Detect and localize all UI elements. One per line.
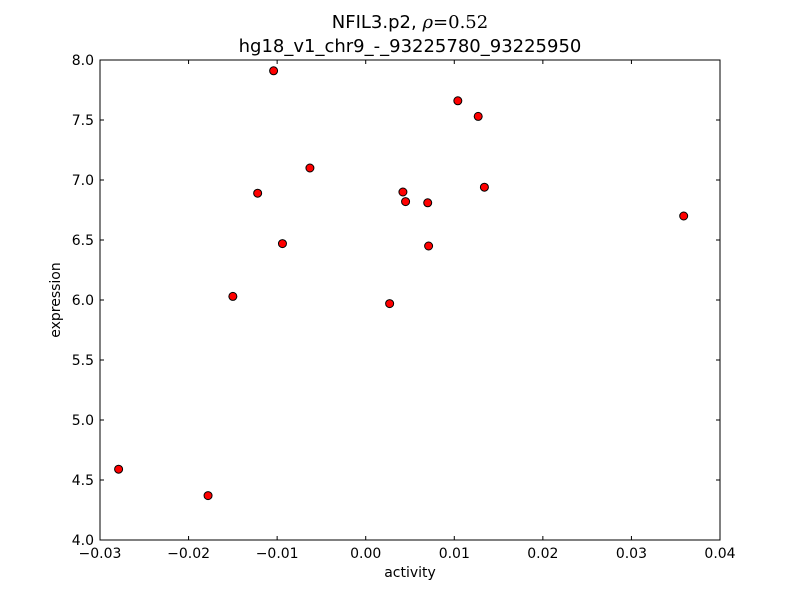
y-tick-label: 4.5 — [72, 473, 94, 489]
data-point — [453, 96, 463, 106]
data-point — [423, 198, 433, 208]
data-point — [114, 464, 124, 474]
chart-title: NFIL3.p2, ρ=0.52 — [100, 12, 720, 34]
y-tick-label: 5.5 — [72, 353, 94, 369]
x-axis-label: activity — [384, 565, 436, 581]
x-tick-label: −0.02 — [167, 546, 210, 562]
chart-title-rho-symbol: ρ — [422, 12, 434, 33]
data-point — [305, 163, 315, 173]
data-point — [269, 66, 279, 76]
y-axis-label: expression — [48, 262, 64, 338]
x-tick-label: −0.03 — [79, 546, 122, 562]
data-point — [277, 239, 287, 249]
data-point — [385, 299, 395, 309]
data-point — [253, 188, 263, 198]
y-tick-label: 6.0 — [72, 293, 94, 309]
data-point — [398, 187, 408, 197]
data-points — [114, 66, 689, 501]
chart-title-name: NFIL3.p2, — [331, 12, 417, 33]
y-tick-label: 7.0 — [72, 173, 94, 189]
x-tick-label: 0.01 — [439, 546, 470, 562]
data-point — [679, 211, 689, 221]
data-point — [424, 241, 434, 251]
data-point — [203, 491, 213, 501]
x-tick-label: 0.04 — [704, 546, 735, 562]
data-point — [401, 197, 411, 207]
axes: −0.03 −0.02 −0.01 0.00 0.01 0.02 0.03 0.04 4.0 4.… — [72, 53, 736, 562]
plot-frame — [99, 59, 721, 541]
data-point — [479, 182, 489, 192]
x-tick-label: 0.02 — [527, 546, 558, 562]
y-tick-label: 4.0 — [72, 533, 94, 549]
chart-subtitle: hg18_v1_chr9_-_93225780_93225950 — [238, 36, 582, 57]
y-tick-label: 7.5 — [72, 113, 94, 129]
data-point — [228, 291, 238, 301]
data-point — [473, 111, 483, 121]
y-tick-label: 8.0 — [72, 53, 94, 69]
x-tick-label: 0.00 — [350, 546, 381, 562]
x-tick-label: −0.01 — [256, 546, 299, 562]
chart-title-rho-value: =0.52 — [433, 12, 489, 33]
y-tick-label: 5.0 — [72, 413, 94, 429]
y-tick-label: 6.5 — [72, 233, 94, 249]
x-tick-label: 0.03 — [616, 546, 647, 562]
